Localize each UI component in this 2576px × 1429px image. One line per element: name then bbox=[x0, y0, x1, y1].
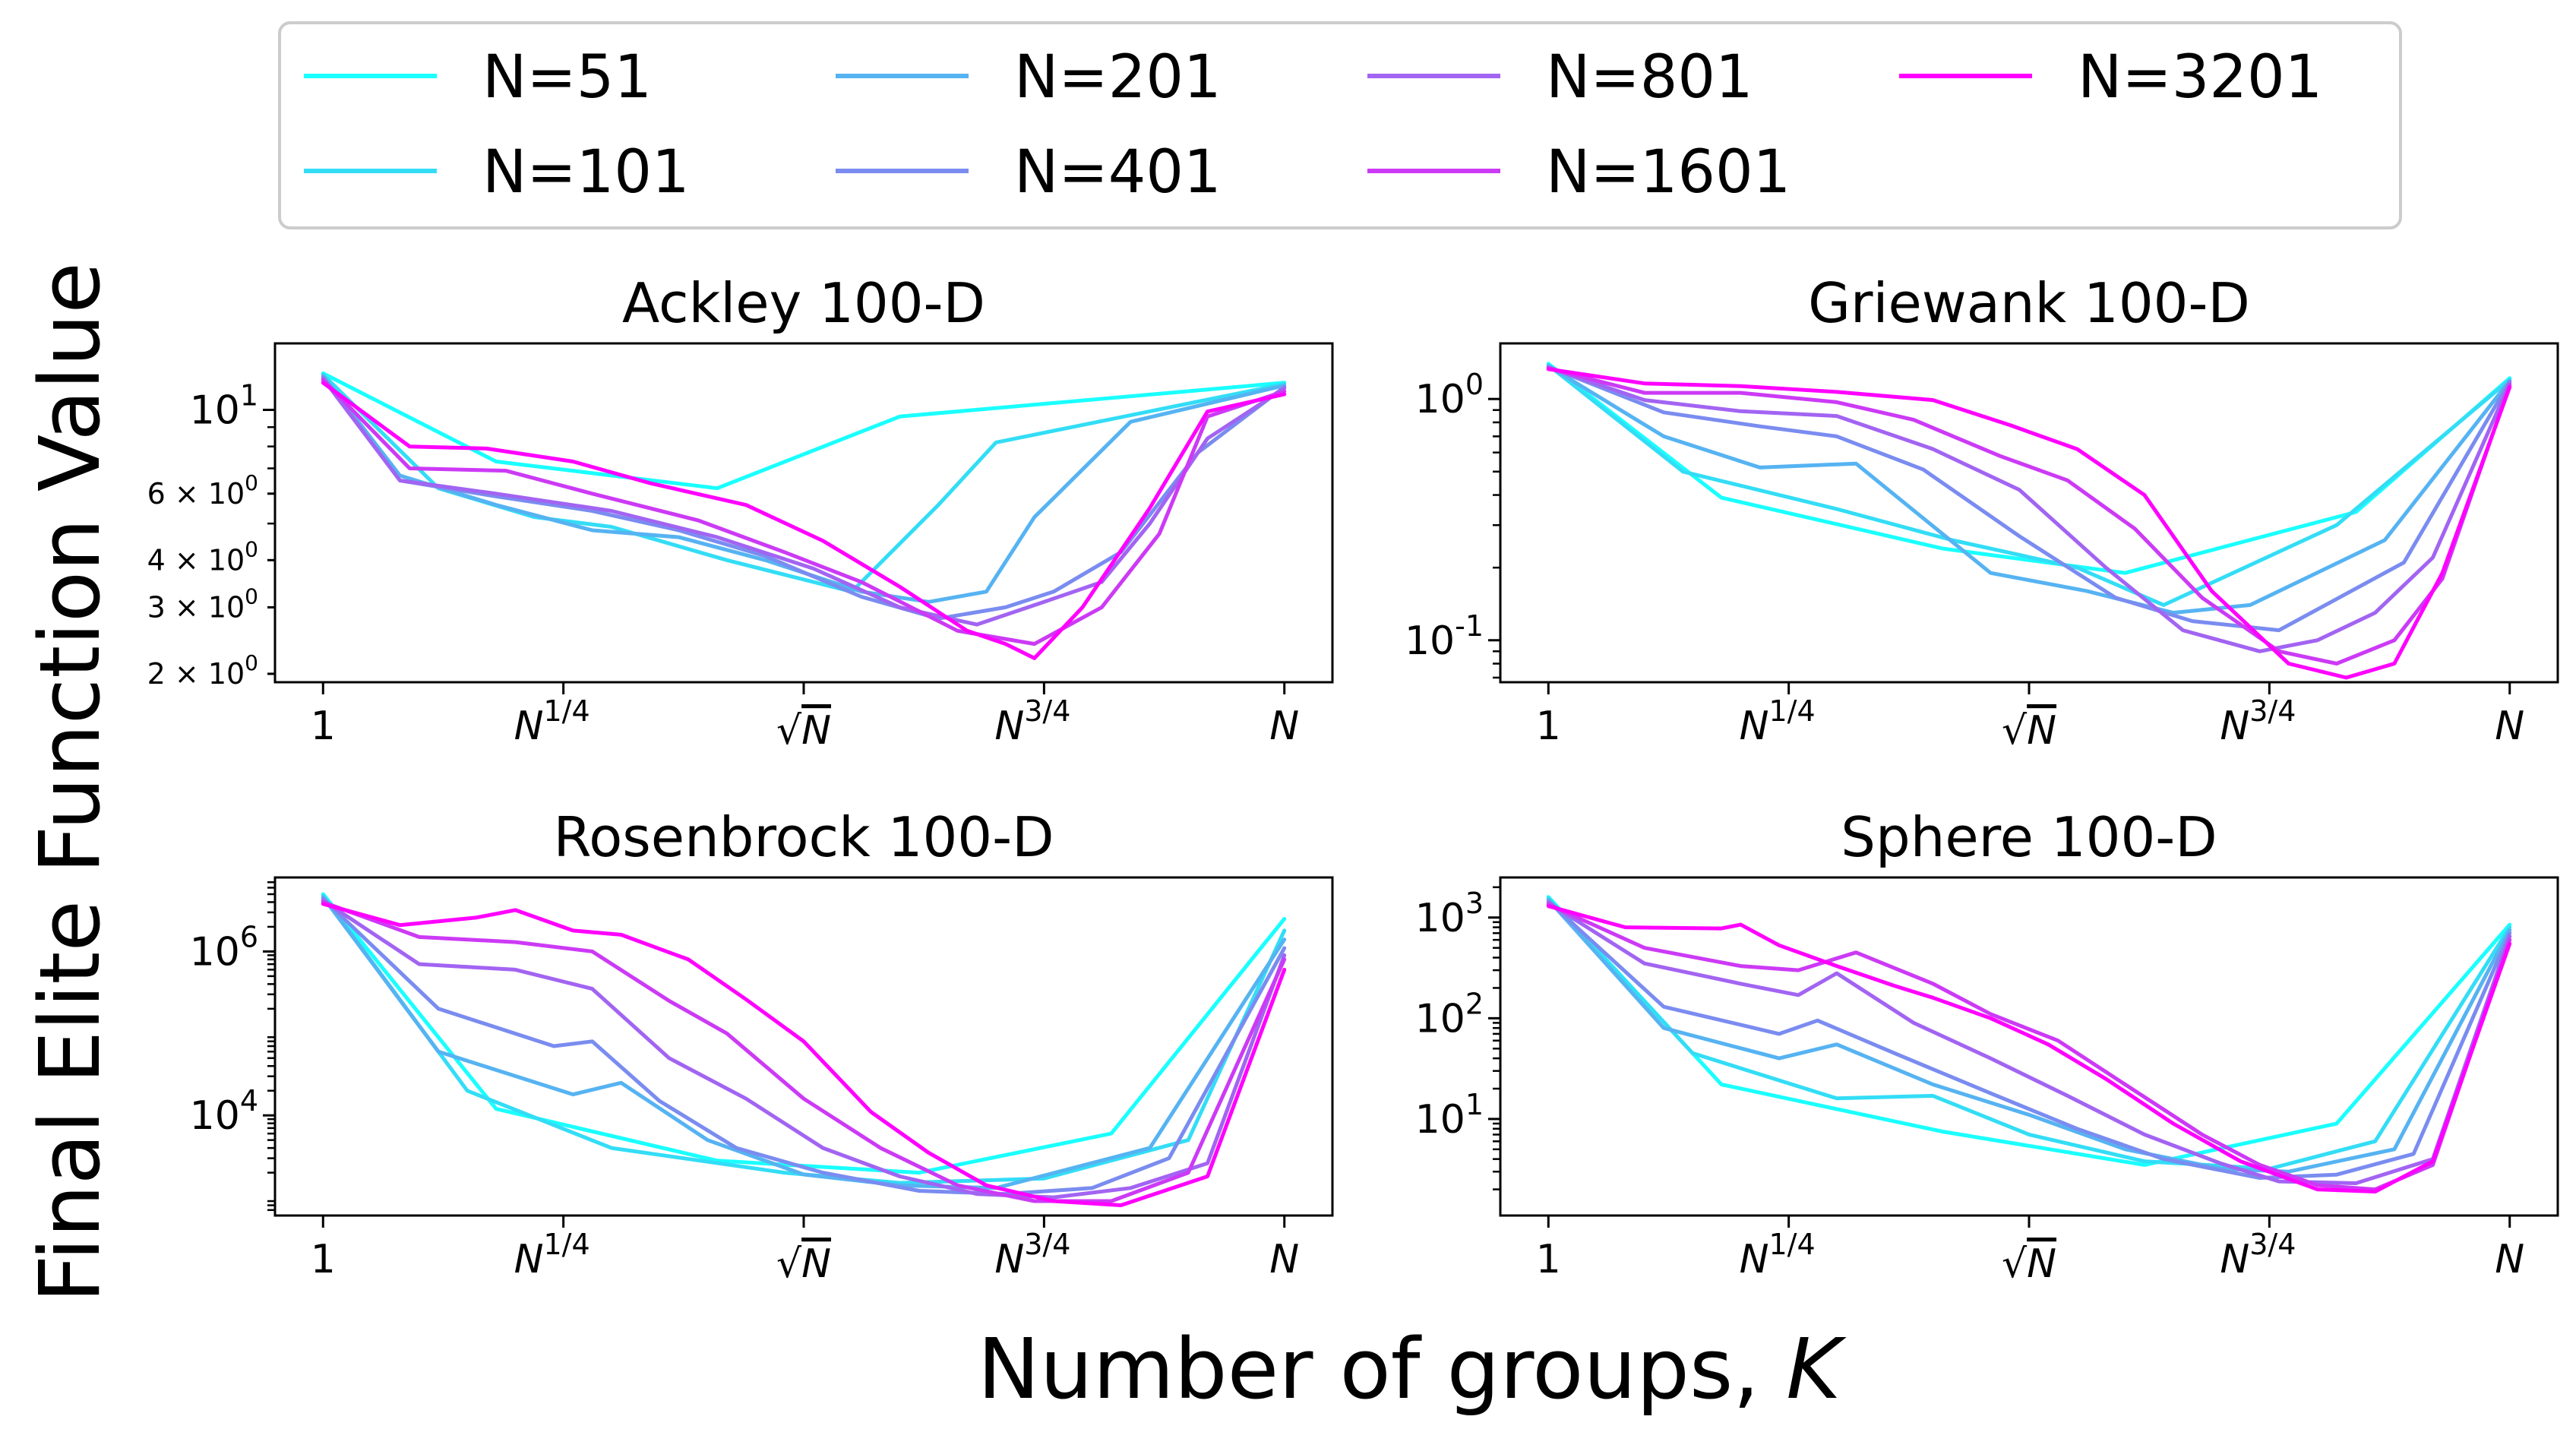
x-tick-label: √N bbox=[776, 1241, 831, 1287]
series-line-n-201 bbox=[1546, 364, 2512, 615]
y-tick-label: 10-1 bbox=[1405, 609, 1484, 664]
series-line-n-3201 bbox=[321, 902, 1287, 1207]
subplot-ackley: Ackley 100-D 101 6 × 100 4 × 100 3 × 100 2 × … bbox=[147, 271, 1334, 754]
series-line-n-801 bbox=[1546, 365, 2512, 653]
series-line-n-101 bbox=[1546, 363, 2512, 607]
subplot-grid: Ackley 100-D 101 6 × 100 4 × 100 3 × 100 2 × … bbox=[147, 271, 2559, 1287]
series-line-n-3201 bbox=[321, 381, 1287, 660]
y-tick-label: 101 bbox=[190, 379, 258, 434]
y-tick-label: 100 bbox=[1415, 368, 1484, 422]
x-tick-label: N bbox=[1269, 703, 1299, 749]
subplot-title-griewank: Griewank 100-D bbox=[1808, 271, 2250, 335]
series-line-n-801 bbox=[321, 376, 1287, 627]
x-tick-label: √N bbox=[2002, 708, 2056, 754]
series-line-n-101 bbox=[1546, 896, 2512, 1171]
legend-label-n-101: N=101 bbox=[482, 138, 690, 207]
x-axis-label: Number of groups, K bbox=[978, 1320, 1847, 1418]
series-line-n-1601 bbox=[321, 378, 1287, 647]
series-line-n-201 bbox=[1546, 897, 2512, 1174]
x-tick-label: N3/4 bbox=[2220, 694, 2296, 749]
x-tick-label: 1 bbox=[1536, 1237, 1561, 1282]
x-tick-label: N1/4 bbox=[1740, 694, 1816, 749]
series-line-n-3201 bbox=[1546, 367, 2512, 680]
legend: N=51 N=101 N=201 N=401 N=801 N=1601 N=3201 bbox=[278, 21, 2402, 229]
series-line-n-201 bbox=[321, 895, 1287, 1190]
y-tick-label: 2 × 100 bbox=[147, 650, 258, 691]
x-tick-label: N1/4 bbox=[514, 694, 590, 749]
x-axis-label-variable: K bbox=[1786, 1320, 1847, 1418]
series-group bbox=[1546, 895, 2512, 1193]
series-group bbox=[1546, 362, 2512, 680]
x-axis-label-text: Number of groups, bbox=[978, 1320, 1787, 1418]
series-line-n-801 bbox=[321, 898, 1287, 1200]
subplot-griewank: Griewank 100-D 100 10-1 1 N1/4 √N N3/4 N bbox=[1405, 271, 2559, 754]
series-line-n-401 bbox=[1546, 899, 2512, 1180]
legend-label-n-401: N=401 bbox=[1014, 138, 1222, 207]
x-tick-label: 1 bbox=[311, 1237, 336, 1282]
x-tick-label: N1/4 bbox=[514, 1228, 590, 1282]
legend-frame bbox=[278, 21, 2402, 229]
series-line-n-1601 bbox=[1546, 366, 2512, 665]
series-line-n-1601 bbox=[321, 900, 1287, 1203]
series-line-n-51 bbox=[321, 371, 1287, 491]
legend-label-n-1601: N=1601 bbox=[1546, 138, 1791, 207]
series-line-n-51 bbox=[321, 892, 1287, 1175]
y-tick-label: 102 bbox=[1415, 987, 1484, 1042]
legend-label-n-3201: N=3201 bbox=[2078, 43, 2322, 112]
y-tick-label: 3 × 100 bbox=[147, 583, 258, 624]
x-tick-label: 1 bbox=[1536, 703, 1561, 749]
x-tick-label: N3/4 bbox=[994, 694, 1070, 749]
x-tick-label: N1/4 bbox=[1740, 1228, 1816, 1282]
x-tick-label: N3/4 bbox=[2220, 1228, 2296, 1282]
x-tick-label: 1 bbox=[311, 703, 336, 749]
y-axis-label: Final Elite Function Value bbox=[21, 262, 119, 1303]
legend-label-n-801: N=801 bbox=[1546, 43, 1753, 112]
x-tick-label: √N bbox=[2002, 1241, 2056, 1287]
subplot-title-ackley: Ackley 100-D bbox=[622, 271, 985, 335]
x-tick-label: N bbox=[1269, 1237, 1299, 1282]
y-tick-label: 101 bbox=[1415, 1088, 1484, 1143]
y-tick-label: 4 × 100 bbox=[147, 536, 258, 577]
x-tick-label: N3/4 bbox=[994, 1228, 1070, 1282]
subplot-sphere: Sphere 100-D 103 102 101 1 N1/4 √N N3/4 N bbox=[1415, 805, 2559, 1287]
x-tick-label: N bbox=[2495, 703, 2524, 749]
subplot-title-sphere: Sphere 100-D bbox=[1841, 805, 2217, 869]
series-group bbox=[321, 892, 1287, 1207]
subplot-title-rosenbrock: Rosenbrock 100-D bbox=[553, 805, 1054, 869]
series-line-n-401 bbox=[321, 896, 1287, 1197]
y-tick-label: 104 bbox=[190, 1084, 258, 1139]
y-tick-label: 103 bbox=[1415, 887, 1484, 941]
series-line-n-401 bbox=[1546, 365, 2512, 633]
series-line-n-1601 bbox=[1546, 903, 2512, 1192]
series-line-n-3201 bbox=[1546, 904, 2512, 1193]
y-tick-label: 106 bbox=[190, 920, 258, 975]
x-tick-label: √N bbox=[776, 708, 831, 754]
series-line-n-801 bbox=[1546, 900, 2512, 1185]
y-tick-label: 6 × 100 bbox=[147, 470, 258, 511]
subplot-rosenbrock: Rosenbrock 100-D 106 104 1 N1/4 √N N3/4 N bbox=[190, 805, 1334, 1287]
x-tick-label: N bbox=[2495, 1237, 2524, 1282]
legend-label-n-51: N=51 bbox=[482, 43, 652, 112]
legend-label-n-201: N=201 bbox=[1014, 43, 1222, 112]
series-group bbox=[321, 371, 1287, 660]
